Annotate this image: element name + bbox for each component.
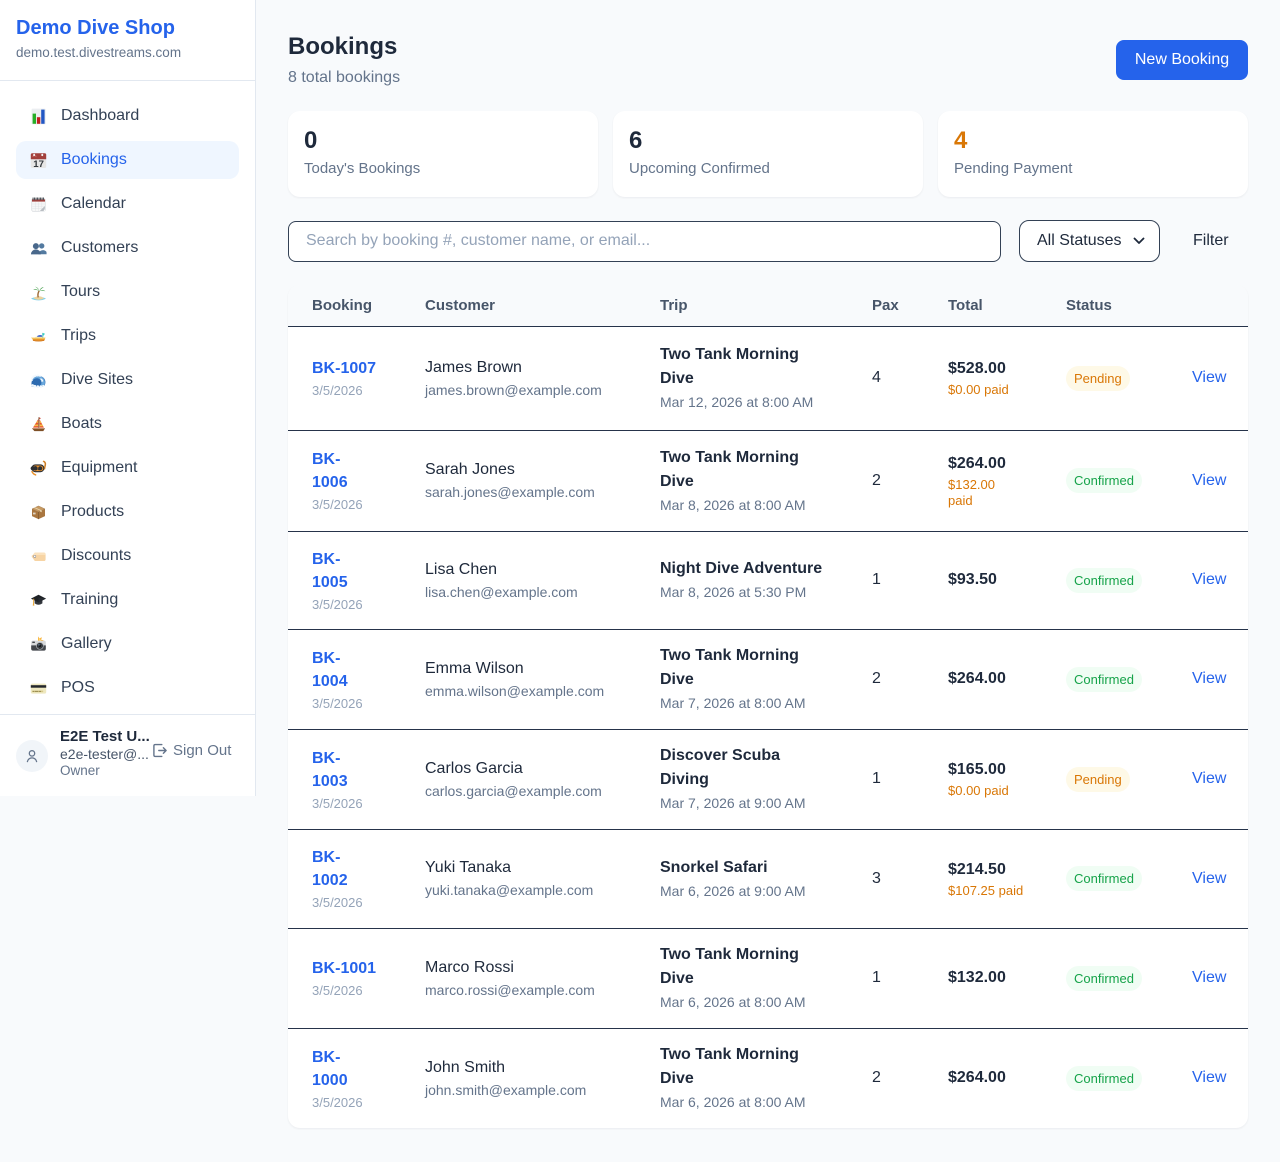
svg-text:17: 17: [33, 158, 44, 168]
